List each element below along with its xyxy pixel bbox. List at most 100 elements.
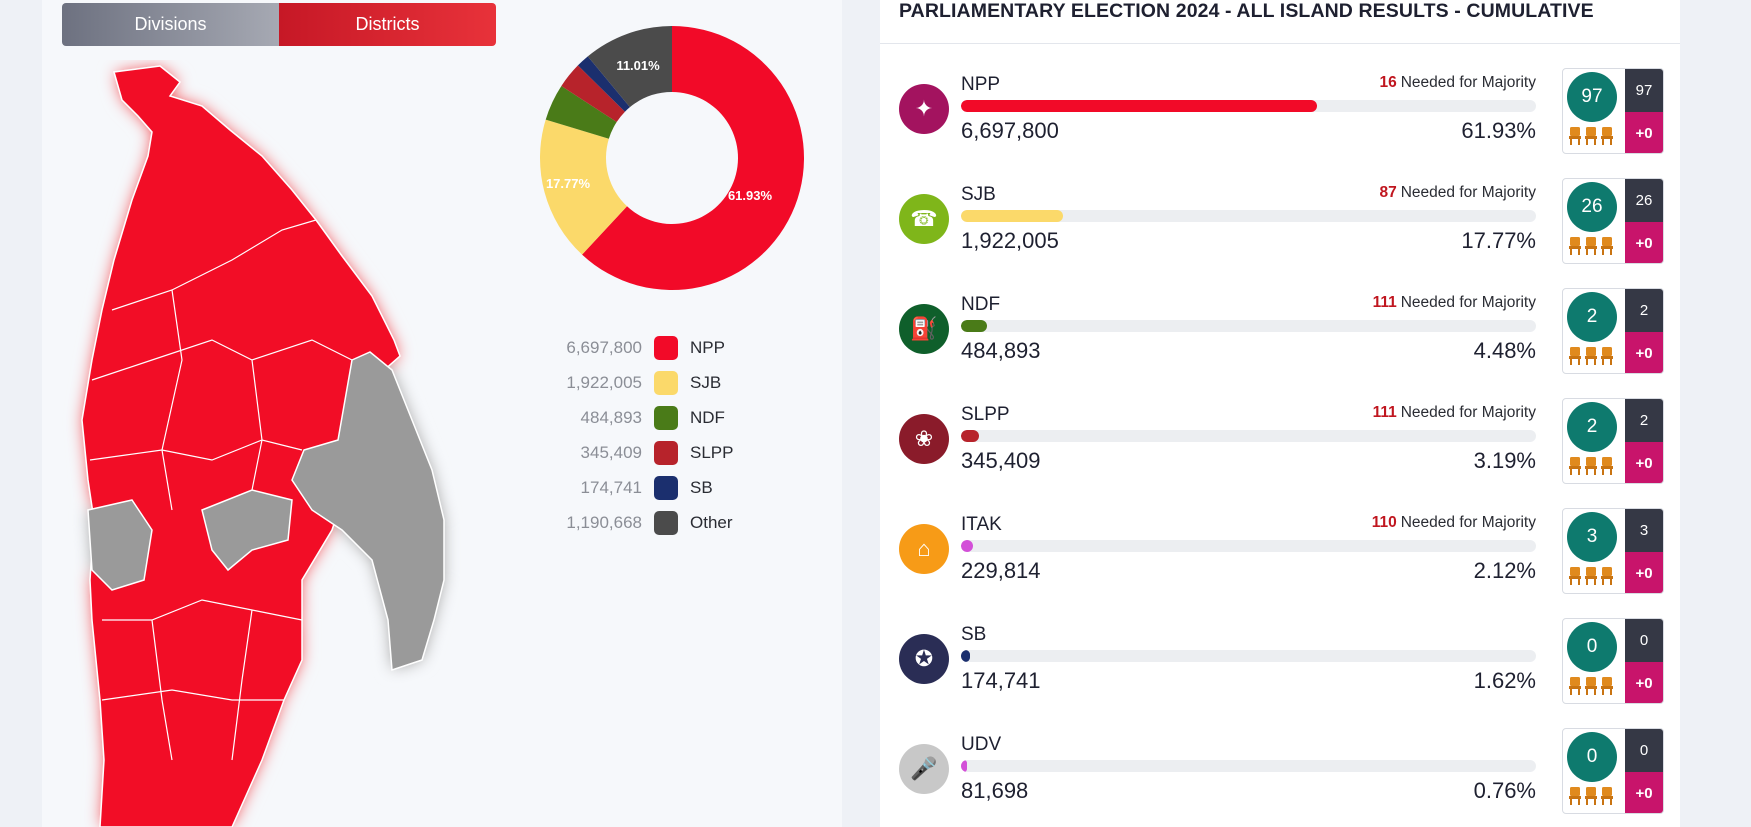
seats-total: 97 (1625, 69, 1663, 112)
party-row-npp[interactable]: ✦ NPP 16 Needed for Majority 6,697,800 61.93%… (880, 68, 1680, 168)
party-name: NPP (961, 74, 1001, 95)
seat-summary: 0 0 +0 (1562, 618, 1664, 704)
seat-summary: 3 3 +0 (1562, 508, 1664, 594)
legend-item-npp[interactable]: 6,697,800 NPP (542, 330, 842, 365)
seat-summary: 97 97 +0 (1562, 68, 1664, 154)
gas-cylinder-icon: ⛽ (899, 304, 949, 354)
legend-item-ndf[interactable]: 484,893 NDF (542, 400, 842, 435)
legend-value: 1,190,668 (566, 512, 642, 532)
chair-icon (1569, 677, 1613, 695)
party-row-itak[interactable]: ⌂ ITAK 110 Needed for Majority 229,814 2.12% 3… (880, 508, 1680, 608)
seats-won: 2 (1567, 292, 1617, 342)
party-row-sjb[interactable]: ☎ SJB 87 Needed for Majority 1,922,005 17.77%… (880, 178, 1680, 278)
chair-icon (1569, 787, 1613, 805)
seats-change: +0 (1625, 772, 1663, 813)
legend-label: NPP (690, 337, 725, 357)
medal-icon: ✪ (899, 634, 949, 684)
vote-percentage: 1.62% (1473, 668, 1536, 693)
legend-swatch (654, 405, 678, 430)
vote-share-bar (961, 650, 1536, 662)
party-row-ndf[interactable]: ⛽ NDF 111 Needed for Majority 484,893 4.48% 2 2… (880, 288, 1680, 388)
donut-label-other: 11.01% (616, 58, 660, 73)
legend-swatch (654, 510, 678, 535)
chair-icon (1569, 347, 1613, 365)
party-name: NDF (961, 294, 1001, 315)
legend-label: Other (690, 512, 733, 532)
legend-item-sb[interactable]: 174,741 SB (542, 470, 842, 505)
compass-icon: ✦ (899, 84, 949, 134)
legend-value: 1,922,005 (566, 372, 642, 392)
seats-total: 3 (1625, 509, 1663, 552)
legend-swatch (654, 335, 678, 360)
donut-slice-sjb[interactable] (540, 119, 628, 255)
majority-needed: 111 Needed for Majority (1372, 294, 1536, 311)
vote-percentage: 3.19% (1473, 448, 1536, 473)
party-row-udv[interactable]: 🎤 UDV 81,698 0.76% 0 0 +0 (880, 728, 1680, 827)
majority-needed: 110 Needed for Majority (1371, 514, 1536, 531)
results-header: PARLIAMENTARY ELECTION 2024 - ALL ISLAND… (880, 0, 1680, 44)
seats-total: 2 (1625, 399, 1663, 442)
district-region-gray-center[interactable] (201, 489, 293, 572)
seats-change: +0 (1625, 552, 1663, 593)
chair-icon (1569, 237, 1613, 255)
chair-icon (1569, 457, 1613, 475)
vote-share-bar (961, 210, 1536, 222)
district-region-red[interactable] (81, 65, 401, 827)
legend-label: SB (690, 477, 713, 497)
seat-summary: 2 2 +0 (1562, 398, 1664, 484)
vote-count: 6,697,800 (961, 118, 1059, 143)
district-region-gray-west[interactable] (87, 499, 153, 591)
party-row-sb[interactable]: ✪ SB 174,741 1.62% 0 0 +0 (880, 618, 1680, 718)
donut-slice-npp[interactable] (582, 26, 804, 290)
district-region-gray[interactable] (291, 351, 445, 672)
page-title: PARLIAMENTARY ELECTION 2024 - ALL ISLAND… (899, 0, 1594, 22)
legend-item-sjb[interactable]: 1,922,005 SJB (542, 365, 842, 400)
tab-divisions[interactable]: Divisions (62, 3, 279, 46)
donut-slice-slpp[interactable] (561, 65, 625, 123)
party-row-slpp[interactable]: ❀ SLPP 111 Needed for Majority 345,409 3.19% 2… (880, 398, 1680, 498)
vote-count: 229,814 (961, 558, 1041, 583)
district-borders (89, 219, 353, 761)
vote-count: 1,922,005 (961, 228, 1059, 253)
chair-icon (1569, 567, 1613, 585)
tab-districts[interactable]: Districts (279, 3, 496, 46)
seats-total: 26 (1625, 179, 1663, 222)
majority-needed: 16 Needed for Majority (1379, 74, 1536, 91)
donut-slice-sb[interactable] (577, 56, 630, 112)
vote-count: 484,893 (961, 338, 1041, 363)
seats-won: 97 (1567, 72, 1617, 122)
vote-share-bar (961, 760, 1536, 772)
majority-needed: 87 Needed for Majority (1379, 184, 1536, 201)
vote-share-bar (961, 430, 1536, 442)
seats-change: +0 (1625, 112, 1663, 153)
lotus-bud-icon: ❀ (899, 414, 949, 464)
microphone-icon: 🎤 (899, 744, 949, 794)
vote-percentage: 17.77% (1461, 228, 1536, 253)
donut-slice-ndf[interactable] (545, 86, 617, 139)
seats-change: +0 (1625, 662, 1663, 703)
legend-label: NDF (690, 407, 725, 427)
seat-summary: 26 26 +0 (1562, 178, 1664, 264)
chair-icon (1569, 127, 1613, 145)
seat-summary: 0 0 +0 (1562, 728, 1664, 814)
sri-lanka-district-map[interactable] (52, 60, 532, 827)
vote-percentage: 61.93% (1461, 118, 1536, 143)
donut-label-sjb: 17.77% (546, 176, 591, 191)
seats-total: 0 (1625, 729, 1663, 772)
legend-label: SJB (690, 372, 722, 392)
seats-total: 0 (1625, 619, 1663, 662)
donut-slice-other[interactable] (587, 26, 672, 108)
seats-change: +0 (1625, 222, 1663, 263)
legend-item-other[interactable]: 1,190,668 Other (542, 505, 842, 540)
seats-won: 26 (1567, 182, 1617, 232)
party-name: SB (961, 624, 987, 645)
vote-share-bar (961, 540, 1536, 552)
vote-percentage: 0.76% (1473, 778, 1536, 803)
legend-value: 484,893 (580, 407, 642, 427)
donut-label-npp: 61.93% (728, 188, 773, 203)
vote-count: 345,409 (961, 448, 1041, 473)
seats-won: 0 (1567, 622, 1617, 672)
vote-share-bar (961, 320, 1536, 332)
legend-item-slpp[interactable]: 345,409 SLPP (542, 435, 842, 470)
vote-percentage: 4.48% (1473, 338, 1536, 363)
